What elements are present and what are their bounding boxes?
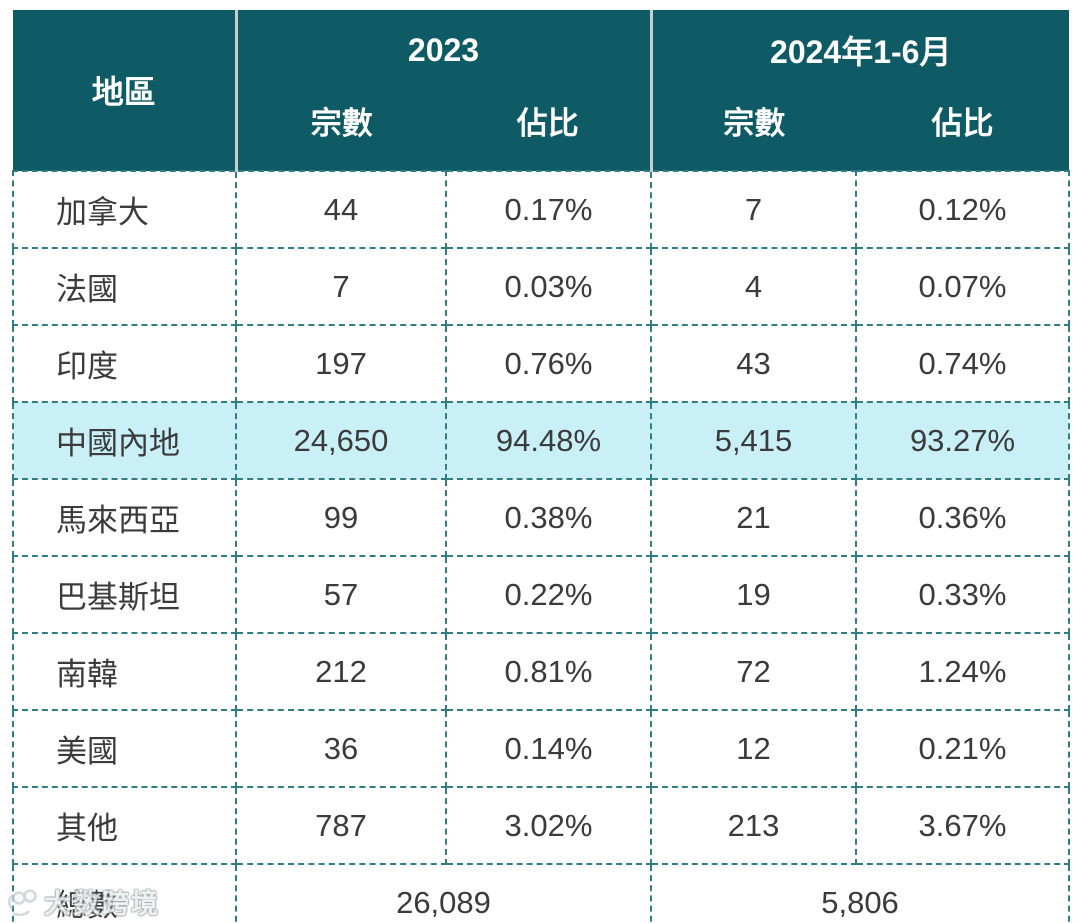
region-name: 加拿大: [12, 170, 237, 249]
share-2023: 94.48%: [445, 401, 652, 480]
count-2024: 4: [650, 247, 857, 326]
header-2024-share: 佔比: [856, 90, 1070, 171]
region-name: 馬來西亞: [12, 478, 237, 557]
regions-table: 地區 2023 2024年1-6月 宗數 佔比 宗數 佔比 加拿大 44 0.1…: [12, 10, 1071, 923]
count-2023: 36: [235, 709, 447, 788]
count-2024: 7: [650, 170, 857, 249]
count-2024: 213: [650, 786, 857, 865]
table-header: 地區 2023 2024年1-6月 宗數 佔比 宗數 佔比: [13, 10, 1070, 171]
share-2023: 0.17%: [445, 170, 652, 249]
count-2023: 24,650: [235, 401, 447, 480]
share-2023: 0.14%: [445, 709, 652, 788]
share-2024: 93.27%: [854, 401, 1071, 480]
share-2024: 0.74%: [854, 324, 1071, 403]
table-row: 其他 787 3.02% 213 3.67%: [12, 786, 1071, 865]
table-row: 印度 197 0.76% 43 0.74%: [12, 324, 1071, 403]
count-2024: 12: [650, 709, 857, 788]
share-2023: 3.02%: [445, 786, 652, 865]
count-2023: 787: [235, 786, 447, 865]
table-row: 馬來西亞 99 0.38% 21 0.36%: [12, 478, 1071, 557]
share-2024: 1.24%: [854, 632, 1071, 711]
region-name: 法國: [12, 247, 237, 326]
header-group-2024: 2024年1-6月: [649, 10, 1070, 90]
header-region: 地區: [13, 10, 236, 171]
count-2023: 7: [235, 247, 447, 326]
share-2024: 0.07%: [854, 247, 1071, 326]
share-2023: 0.03%: [445, 247, 652, 326]
count-2024: 19: [650, 555, 857, 634]
header-2023-count: 宗數: [234, 90, 446, 171]
count-2023: 212: [235, 632, 447, 711]
share-2024: 0.12%: [854, 170, 1071, 249]
region-name: 巴基斯坦: [12, 555, 237, 634]
total-label: 總數: [12, 863, 237, 923]
table-row: 巴基斯坦 57 0.22% 19 0.33%: [12, 555, 1071, 634]
region-name: 中國內地: [12, 401, 237, 480]
table-row-highlighted: 中國內地 24,650 94.48% 5,415 93.27%: [12, 401, 1071, 480]
count-2023: 57: [235, 555, 447, 634]
table-row: 法國 7 0.03% 4 0.07%: [12, 247, 1071, 326]
header-2024-count: 宗數: [649, 90, 856, 171]
total-row: 總數 26,089 5,806: [12, 863, 1071, 923]
count-2023: 99: [235, 478, 447, 557]
share-2024: 0.36%: [854, 478, 1071, 557]
table-row: 加拿大 44 0.17% 7 0.12%: [12, 170, 1071, 249]
share-2023: 0.81%: [445, 632, 652, 711]
total-2023: 26,089: [235, 863, 652, 923]
share-2023: 0.38%: [445, 478, 652, 557]
count-2024: 21: [650, 478, 857, 557]
table-row: 美國 36 0.14% 12 0.21%: [12, 709, 1071, 788]
header-group-2023: 2023: [234, 10, 651, 90]
share-2023: 0.22%: [445, 555, 652, 634]
share-2024: 0.33%: [854, 555, 1071, 634]
table-row: 南韓 212 0.81% 72 1.24%: [12, 632, 1071, 711]
count-2024: 5,415: [650, 401, 857, 480]
region-name: 南韓: [12, 632, 237, 711]
count-2023: 197: [235, 324, 447, 403]
count-2024: 43: [650, 324, 857, 403]
header-2023-share: 佔比: [446, 90, 651, 171]
share-2024: 0.21%: [854, 709, 1071, 788]
count-2024: 72: [650, 632, 857, 711]
region-name: 其他: [12, 786, 237, 865]
table-body: 加拿大 44 0.17% 7 0.12% 法國 7 0.03% 4 0.07% …: [12, 170, 1071, 923]
count-2023: 44: [235, 170, 447, 249]
region-name: 美國: [12, 709, 237, 788]
share-2023: 0.76%: [445, 324, 652, 403]
share-2024: 3.67%: [854, 786, 1071, 865]
total-2024: 5,806: [649, 863, 1071, 923]
region-name: 印度: [12, 324, 237, 403]
